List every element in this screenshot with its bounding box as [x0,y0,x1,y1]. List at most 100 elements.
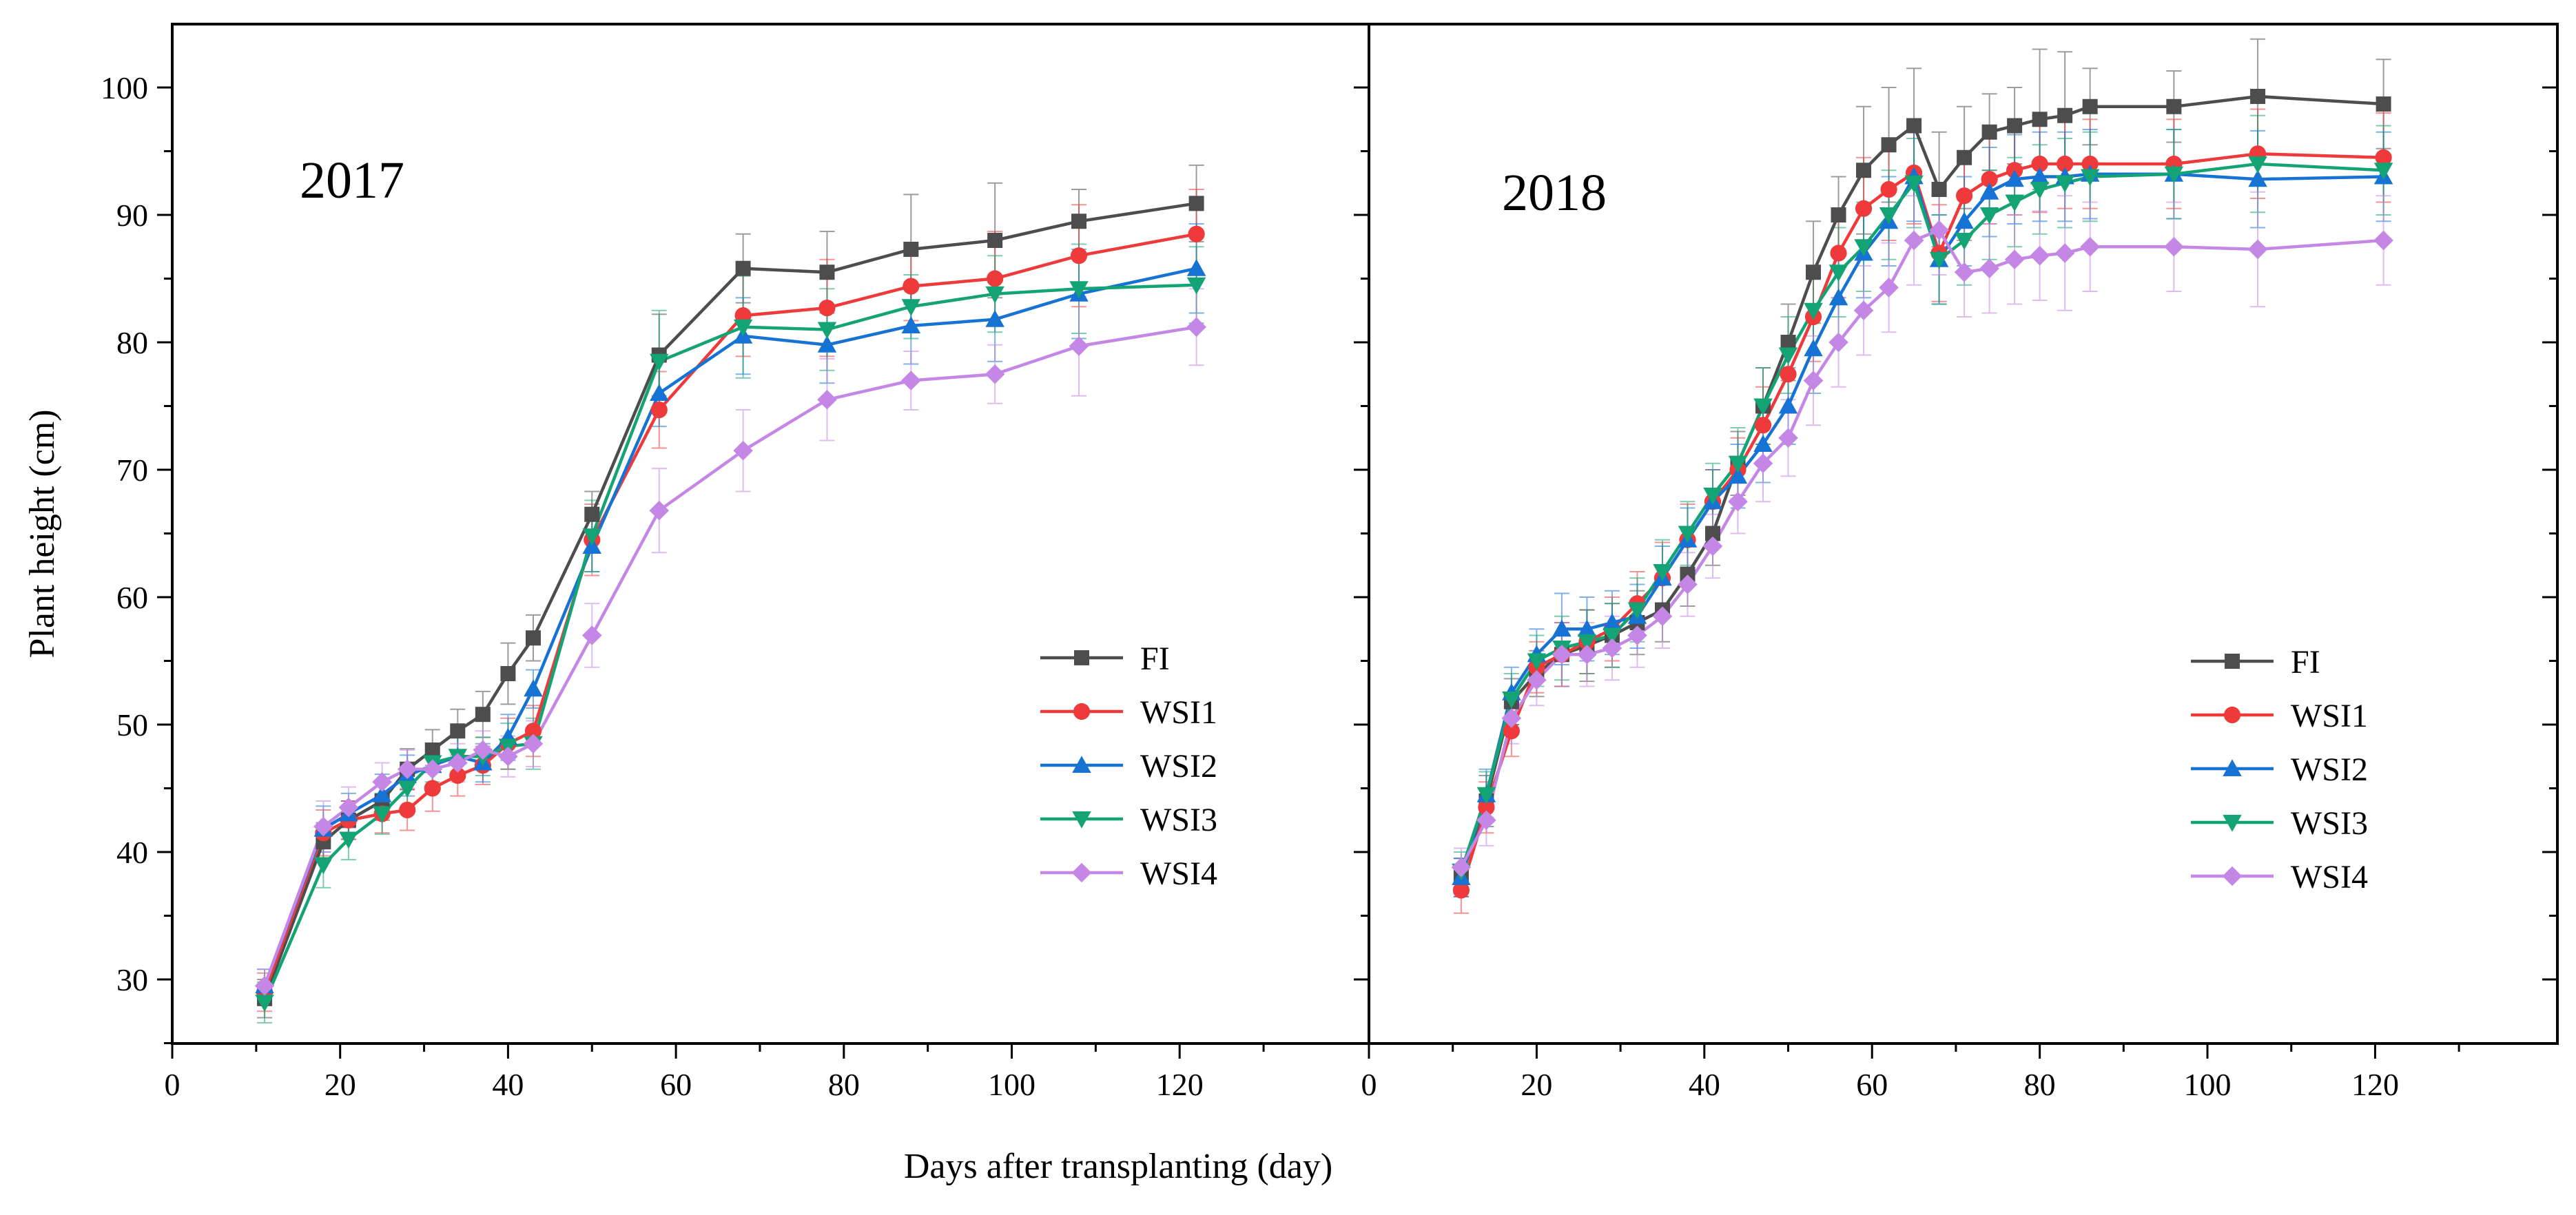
point-2018-WSI4-44 [1728,491,1748,512]
y-tick-label-100: 100 [101,70,148,105]
legend-label-2017-FI: FI [1140,641,1170,677]
point-2017-WSI2-58 [649,384,669,401]
point-2017-WSI1-34 [449,767,466,785]
point-2018-WSI3-41 [1703,488,1722,505]
point-2018-WSI4-71 [1954,262,1975,282]
point-2018-WSI1-74 [1981,171,1998,188]
point-2018-WSI3-80 [2030,182,2050,199]
point-2017-FI-50 [584,506,600,522]
point-2018-FI-96 [2166,98,2182,114]
point-2018-FI-65 [1906,118,1922,134]
point-2018-WSI3-65 [1904,175,1924,193]
point-2018-WSI3-71 [1955,233,1974,250]
point-2017-WSI4-37 [473,740,493,760]
point-2018-FI-83 [2057,107,2073,123]
legend-label-2017-WSI1: WSI1 [1140,694,1217,731]
legend-label-2018-FI: FI [2291,644,2320,681]
point-2018-FI-53 [1806,264,1822,280]
point-2018-WSI2-44 [1728,466,1748,484]
point-2018-FI-77 [2007,118,2023,134]
point-2018-WSI4-17 [1501,708,1522,729]
legend-2017: FI WSI1 WSI2 WSI3 WSI4 [1040,641,1217,892]
point-2018-WSI4-83 [2054,243,2075,263]
point-2018-WSI2-56 [1828,288,1848,306]
point-2018-WSI3-32 [1627,602,1647,620]
point-2017-WSI1-122 [1188,225,1205,242]
point-2017-FI-88 [903,241,919,257]
point-2017-WSI3-11 [255,995,274,1013]
point-2017-FI-34 [450,723,466,739]
point-2017-WSI4-88 [900,371,921,391]
point-2017-WSI3-78 [817,322,837,340]
legend-label-2018-WSI3: WSI3 [2291,805,2368,842]
legend-label-2017-WSI2: WSI2 [1140,748,1217,785]
point-2017-WSI4-68 [733,440,753,461]
panel-title-2018: 2018 [1502,164,1607,222]
point-2018-FI-71 [1957,149,1972,165]
point-2018-FI-121 [2376,96,2391,112]
point-2018-WSI2-53 [1804,339,1823,357]
point-2017-WSI1-78 [818,299,836,317]
point-2017-WSI3-50 [582,528,602,546]
point-2018-WSI2-80 [2030,167,2050,185]
point-2017-WSI1-58 [650,401,668,419]
point-2018-WSI3-17 [1502,692,1521,709]
x-tick-label-2017-40: 40 [492,1067,524,1102]
point-2018-WSI3-56 [1828,264,1848,282]
y-tick-label-80: 80 [116,325,148,360]
point-2017-FI-40 [500,666,516,681]
point-2018-WSI4-74 [1979,258,1999,278]
legend-marker-2017-WSI1 [1073,703,1091,720]
legend-marker-2018-FI [2225,654,2240,669]
point-2018-WSI2-26 [1577,619,1597,637]
y-axis-title: Plant height (cm) [23,409,62,658]
point-2017-WSI4-122 [1186,317,1206,338]
point-2018-WSI4-86 [2080,236,2100,257]
point-2018-WSI4-56 [1828,332,1848,353]
x-tick-label-2017-60: 60 [660,1067,692,1102]
point-2018-WSI4-47 [1753,453,1773,474]
point-2017-WSI4-31 [422,759,443,780]
point-2018-WSI1-62 [1880,180,1897,198]
point-2018-WSI4-96 [2164,236,2184,257]
point-2018-WSI1-83 [2057,155,2074,173]
point-2017-WSI4-28 [397,759,418,780]
y-tick-label-40: 40 [116,835,148,870]
point-2018-WSI2-47 [1753,435,1773,452]
point-2017-WSI1-108 [1070,247,1088,264]
point-2017-WSI3-25 [372,806,392,824]
x-tick-label-2018-40: 40 [1689,1067,1720,1102]
point-2017-WSI2-43 [524,679,543,697]
point-2018-WSI4-65 [1904,230,1924,251]
point-2018-WSI4-121 [2373,230,2393,251]
point-2018-WSI4-62 [1879,278,1899,298]
point-2018-FI-50 [1780,335,1796,350]
point-2017-WSI2-98 [985,309,1004,327]
point-2017-WSI3-68 [733,319,753,337]
point-2017-WSI2-122 [1186,258,1206,276]
point-2017-WSI1-31 [424,780,441,797]
point-2017-WSI3-122 [1186,277,1206,295]
point-2017-WSI3-108 [1069,281,1089,299]
y-tick-label-90: 90 [116,198,148,233]
point-2018-WSI3-20 [1527,653,1547,671]
point-2017-FI-78 [819,264,835,280]
point-2017-WSI2-78 [817,335,837,353]
point-2017-WSI4-58 [649,500,670,521]
point-2018-WSI1-50 [1780,366,1797,383]
point-2018-WSI3-96 [2164,166,2184,184]
point-2018-WSI2-74 [1979,182,1999,200]
point-2018-WSI2-71 [1955,211,1974,229]
point-2018-WSI2-50 [1778,396,1798,414]
point-2017-WSI4-21 [338,797,359,818]
point-2018-WSI2-29 [1603,613,1622,630]
legend-label-2017-WSI4: WSI4 [1140,855,1217,892]
chart-marks: 0 20 40 60 80 100 120 30 40 50 60 70 80 90 100 FI WSI1 WS… [101,38,2557,1102]
point-2018-WSI4-20 [1527,669,1547,690]
series-line-2017-WSI4 [262,325,1197,987]
legend-label-2018-WSI4: WSI4 [2291,859,2368,895]
point-2018-WSI4-14 [1476,810,1496,831]
point-2017-FI-108 [1071,214,1086,229]
point-2017-WSI4-25 [372,771,392,792]
